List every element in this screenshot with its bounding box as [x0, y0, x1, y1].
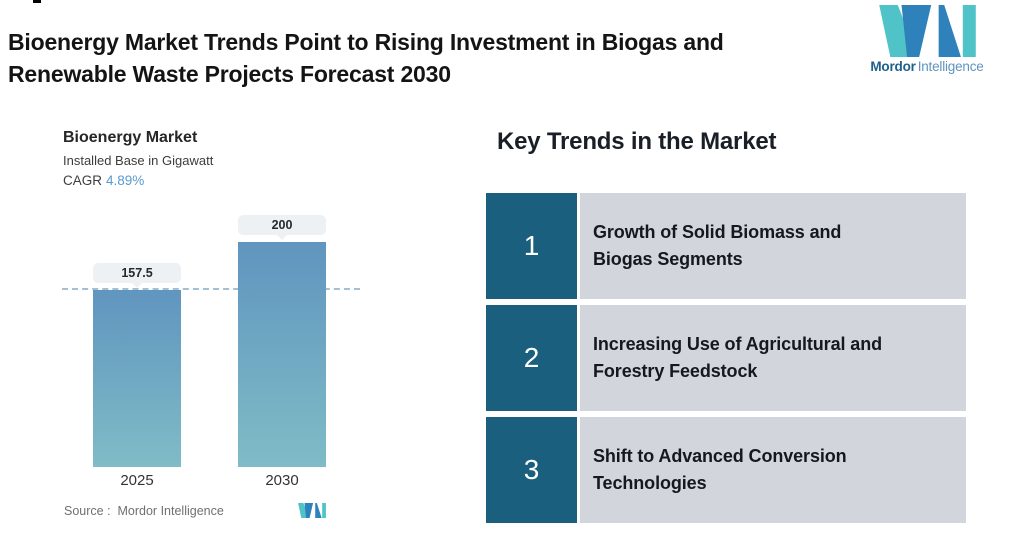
- chart-title: Bioenergy Market: [63, 129, 198, 146]
- trend-number-2: 2: [486, 305, 577, 411]
- value-label-2025: 157.5: [93, 263, 181, 288]
- x-axis-label-2030: 2030: [265, 472, 299, 489]
- brand-logo: Mordor Intelligence: [860, 5, 994, 74]
- mordor-intelligence-mini-logo-icon: [298, 503, 326, 518]
- trend-number-1: 1: [486, 193, 577, 299]
- trends-heading: Key Trends in the Market: [497, 128, 777, 155]
- trends-list: 1 Growth of Solid Biomass and Biogas Seg…: [486, 193, 966, 529]
- source-mini-logo: [298, 503, 326, 523]
- trend-body-2: Increasing Use of Agricultural and Fores…: [580, 305, 966, 411]
- mordor-intelligence-logo-icon: [878, 5, 976, 57]
- trend-label-2: Increasing Use of Agricultural and Fores…: [593, 334, 882, 381]
- chart-header: Bioenergy Market Installed Base in Gigaw…: [63, 129, 213, 188]
- brand-name-bold: Mordor: [870, 59, 916, 74]
- trend-row-3: 3 Shift to Advanced Conversion Technolog…: [486, 417, 966, 523]
- page-title: Bioenergy Market Trends Point to Rising …: [8, 29, 724, 87]
- top-edge-mark: [33, 0, 41, 3]
- brand-name: Mordor Intelligence: [860, 59, 994, 74]
- trend-label-3: Shift to Advanced Conversion Technologie…: [593, 446, 847, 493]
- chart-cagr: CAGR 4.89%: [63, 173, 213, 188]
- cagr-label: CAGR: [63, 173, 103, 188]
- trend-body-1: Growth of Solid Biomass and Biogas Segme…: [580, 193, 966, 299]
- trend-row-2: 2 Increasing Use of Agricultural and For…: [486, 305, 966, 411]
- trend-label-1: Growth of Solid Biomass and Biogas Segme…: [593, 222, 842, 269]
- reference-dashed-line: [62, 288, 360, 290]
- brand-name-light: Intelligence: [917, 59, 984, 74]
- trend-number-3: 3: [486, 417, 577, 523]
- bar-2030: [238, 242, 326, 467]
- cagr-value: 4.89%: [106, 173, 145, 188]
- x-axis-label-2025: 2025: [120, 472, 154, 489]
- chart-subtitle: Installed Base in Gigawatt: [63, 153, 214, 168]
- source-note: Source : Mordor Intelligence: [64, 504, 224, 518]
- value-label-2030: 200: [238, 215, 326, 240]
- trend-body-3: Shift to Advanced Conversion Technologie…: [580, 417, 966, 523]
- trend-row-1: 1 Growth of Solid Biomass and Biogas Seg…: [486, 193, 966, 299]
- bar-2025: [93, 290, 181, 467]
